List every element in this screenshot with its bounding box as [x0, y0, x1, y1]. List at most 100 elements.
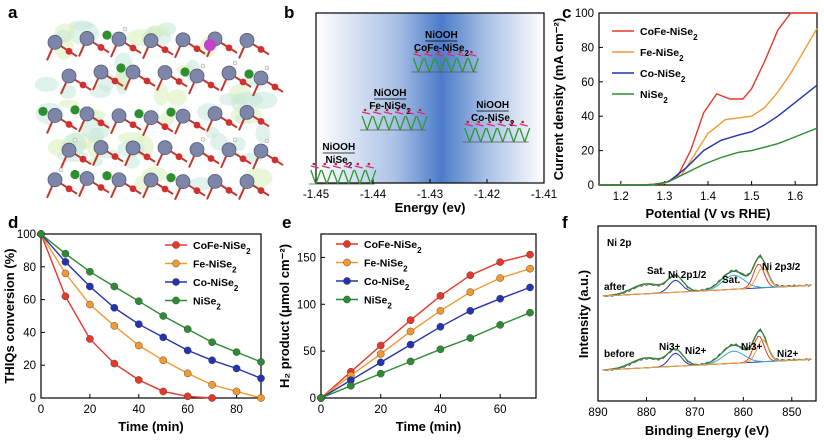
series-line-Co-NiSe2 [599, 84, 818, 186]
data-point-NiSe2 [110, 282, 119, 291]
panel-label-a: a [8, 3, 18, 22]
data-point-CoFe-NiSe2 [376, 341, 385, 350]
structure-model [308, 162, 377, 185]
pd-y-tick-label: 0 [30, 393, 36, 405]
legend-label-Co-NiSe2: Co-NiSe2 [193, 277, 239, 293]
xps-before-label: before [604, 349, 635, 360]
panel-f-x-ticks: 890 880 870 860 850 [588, 397, 801, 419]
panel-c-plot: 1.2 1.3 1.4 1.5 1.6 0 20 40 60 80 100 Potential (V … [551, 8, 818, 221]
pd-y-axis-label: THIQs conversion (%) [2, 248, 17, 383]
panel-d: d 0 20 40 60 80 0 20 40 60 80 100 Time (min) THIQs c… [2, 213, 265, 434]
data-point-CoFe-NiSe2 [496, 258, 504, 266]
data-point-CoFe-NiSe2 [406, 316, 415, 325]
data-point-CoFe-NiSe2 [526, 250, 534, 259]
pc-y-tick-label: 60 [581, 77, 594, 89]
pd-y-tick-label: 40 [23, 327, 36, 339]
data-point-Co-NiSe2 [110, 303, 119, 312]
pe-y-tick-label: 150 [297, 252, 316, 264]
data-point-Co-NiSe2 [436, 322, 445, 331]
xps-curves [602, 254, 812, 371]
data-point-CoFe-NiSe2 [134, 376, 143, 384]
series-line-CoFe-NiSe2 [599, 12, 817, 186]
legend-marker-Fe-NiSe2 [172, 259, 180, 268]
data-point-Fe-NiSe2 [496, 274, 504, 282]
xps-sat-label-2: Sat. [722, 275, 741, 286]
data-point-NiSe2 [526, 308, 534, 317]
data-point-NiSe2 [159, 312, 168, 320]
pe-x-tick-label: 20 [374, 404, 387, 416]
pc-y-tick-label: 80 [581, 42, 594, 54]
series-line-Fe-NiSe2 [320, 268, 531, 399]
data-point-Co-NiSe2 [159, 333, 168, 342]
panel-label-f: f [562, 213, 568, 232]
panel-f-x-axis-label: Binding Energy (eV) [645, 423, 769, 438]
legend-marker-CoFe-NiSe2 [172, 241, 180, 249]
data-point-NiSe2 [466, 334, 475, 342]
legend-marker-NiSe2 [172, 296, 180, 305]
pe-x-axis-label: Time (min) [396, 419, 462, 434]
structure-model [360, 108, 428, 131]
structure-label-top: NiOOH [425, 30, 458, 41]
data-point-NiSe2 [406, 357, 415, 366]
pc-x-tick-label: 1.5 [744, 191, 760, 203]
structure-model [462, 120, 531, 143]
data-point-NiSe2 [37, 230, 45, 238]
panel-b-x-tick-label: -1.43 [417, 189, 443, 201]
legend-marker-Co-NiSe2 [172, 278, 180, 286]
data-point-Fe-NiSe2 [232, 387, 241, 396]
xps-before-raw [602, 328, 812, 371]
pe-x-tick-label: 60 [494, 404, 507, 416]
xps-ni2p32-label: Ni 2p3/2 [762, 262, 801, 273]
pc-x-axis-label: Potential (V vs RHE) [646, 206, 771, 221]
panel-b: b -1.45 -1.44 -1.43 -1.42 -1.41 Energy (ev) … [284, 3, 557, 215]
data-point-CoFe-NiSe2 [110, 359, 119, 368]
panel-e: e 0 20 40 60 0 50 100 150 Time (min) H₂ product (… [277, 213, 537, 434]
data-point-CoFe-NiSe2 [436, 292, 445, 300]
legend-marker-NiSe2 [343, 295, 351, 304]
series-line-CoFe-NiSe2 [40, 233, 213, 399]
structure-label-bottom: CoFe-NiSe2 [414, 43, 470, 58]
structure-label-bottom: NiSe2 [325, 155, 352, 170]
data-point-CoFe-NiSe2 [159, 387, 168, 396]
data-point-NiSe2 [317, 394, 325, 402]
panel-c: c 1.2 1.3 1.4 1.5 1.6 0 20 40 60 80 100 Potential (… [551, 3, 818, 221]
data-point-NiSe2 [86, 267, 94, 276]
data-point-Fe-NiSe2 [86, 300, 94, 309]
series-line-Fe-NiSe2 [40, 233, 262, 399]
panel-f: f 890 880 870 860 850 Binding Energy (eV) In… [562, 213, 817, 438]
panel-f-frame [597, 225, 817, 402]
pc-y-axis-label: Current density (mA cm⁻²) [551, 18, 566, 180]
pc-x-tick-label: 1.6 [787, 191, 803, 203]
legend-label-CoFe-NiSe2: CoFe-NiSe2 [364, 239, 422, 255]
data-point-NiSe2 [257, 358, 265, 366]
data-point-Co-NiSe2 [526, 283, 534, 292]
series-line-NiSe2 [320, 312, 531, 399]
legend-label-Fe-NiSe2: Fe-NiSe2 [193, 259, 237, 275]
pc-x-tick-label: 1.2 [613, 191, 629, 203]
xps-after-label: after [604, 282, 626, 293]
data-point-NiSe2 [232, 348, 241, 356]
data-point-Co-NiSe2 [376, 358, 385, 367]
legend-marker-CoFe-NiSe2 [343, 240, 351, 248]
pc-x-tick-label: 1.4 [700, 191, 717, 203]
data-point-Fe-NiSe2 [406, 327, 415, 336]
panel-e-plot: 0 20 40 60 0 50 100 150 Time (min) H₂ product (μm… [277, 233, 537, 434]
xps-before-component [602, 339, 812, 371]
data-point-CoFe-NiSe2 [61, 292, 70, 301]
panel-f-x-tick-label: 850 [782, 407, 801, 419]
data-point-Fe-NiSe2 [526, 264, 534, 273]
pd-y-tick-label: 20 [23, 360, 36, 372]
pd-x-tick-label: 60 [181, 404, 194, 416]
data-point-CoFe-NiSe2 [86, 335, 94, 343]
pe-y-tick-label: 50 [303, 346, 316, 358]
pd-x-tick-label: 0 [38, 404, 44, 416]
panel-b-x-ticks: -1.45 -1.44 -1.43 -1.42 -1.41 [303, 179, 557, 201]
data-point-NiSe2 [134, 297, 143, 306]
data-point-Fe-NiSe2 [61, 269, 70, 278]
legend-label-CoFe-NiSe2: CoFe-NiSe2 [193, 240, 251, 256]
panel-b-structures: NiOOHNiSe2NiOOHFe-NiSe2NiOOHCoFe-NiSe2Ni… [308, 30, 531, 185]
panel-a: a [8, 3, 284, 201]
pe-y-tick-label: 0 [310, 393, 316, 405]
xps-after-component [602, 267, 812, 297]
structure-model [411, 50, 480, 73]
